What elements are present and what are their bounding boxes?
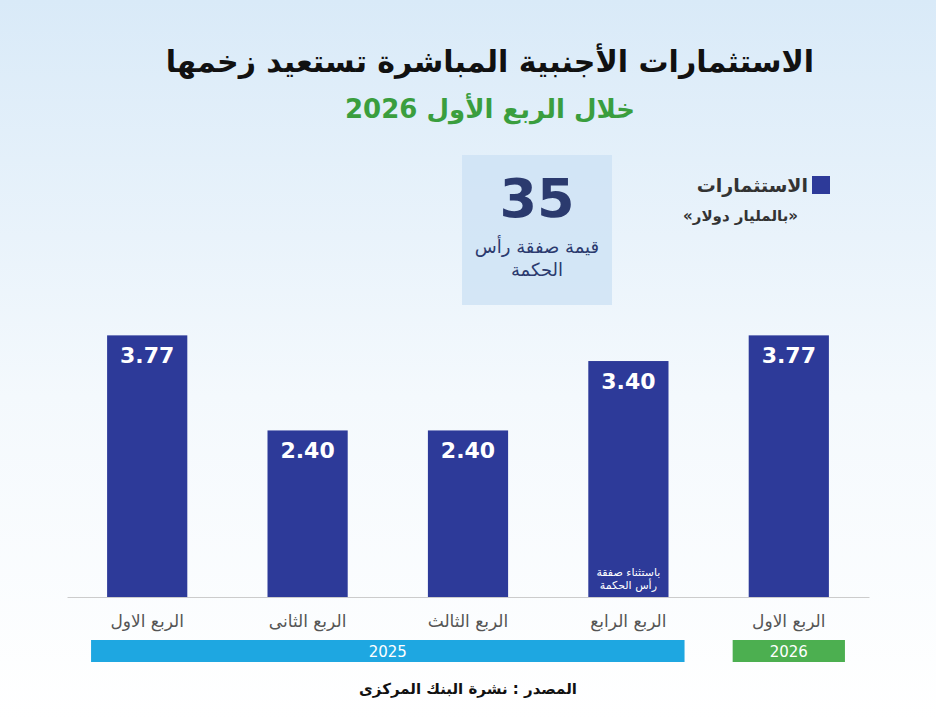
year-label: 2025 xyxy=(369,643,407,661)
title: الاستثمارات الأجنبية المباشرة تستعيد زخم… xyxy=(166,43,814,79)
x-tick: الربع الرابع xyxy=(590,597,666,632)
legend: الاستثمارات «بالمليار دولار» xyxy=(683,174,830,225)
x-tick-label: الربع الثالث xyxy=(428,611,509,632)
bar-note: باستثناء صفقةرأس الحكمة xyxy=(596,566,660,592)
data-labels: 3.77 2.40 2.40 3.40 3.77 باستثناء صفقةرأس الح… xyxy=(120,343,816,592)
x-tick: الربع الاول xyxy=(752,597,825,632)
x-tick: الربع الاول xyxy=(110,597,183,632)
bar xyxy=(107,335,187,597)
legend-swatch xyxy=(812,176,830,194)
bar xyxy=(428,430,508,597)
annotation-text: قيمة صفقة رأسالحكمة xyxy=(475,235,599,280)
annotation-value: 35 xyxy=(499,167,574,230)
x-tick-label: الربع الرابع xyxy=(590,611,666,632)
legend-unit: «بالمليار دولار» xyxy=(683,207,798,225)
bars xyxy=(107,335,829,597)
background xyxy=(0,0,936,720)
x-tick: الربع الثانى xyxy=(269,597,347,632)
source: المصدر : نشرة البنك المركزى xyxy=(359,680,577,698)
year-label: 2026 xyxy=(770,643,808,661)
data-label: 2.40 xyxy=(280,438,334,463)
year-band xyxy=(733,640,845,662)
year-band xyxy=(91,640,684,662)
data-label: 2.40 xyxy=(441,438,495,463)
legend-label: الاستثمارات xyxy=(697,174,808,197)
x-tick-label: الربع الاول xyxy=(752,611,825,632)
annotation-box xyxy=(462,155,612,305)
data-label: 3.77 xyxy=(120,343,174,368)
subtitle: خلال الربع الأول 2026 xyxy=(345,93,635,125)
chart-svg: الاستثمارات الأجنبية المباشرة تستعيد زخم… xyxy=(0,0,936,720)
x-axis: الربع الاول الربع الثانى الربع الثالث الربع… xyxy=(68,597,870,632)
data-label: 3.40 xyxy=(601,369,655,394)
x-axis-line xyxy=(68,597,870,598)
bar xyxy=(588,361,668,597)
bar xyxy=(268,430,348,597)
data-label: 3.77 xyxy=(762,343,816,368)
x-tick-label: الربع الاول xyxy=(110,611,183,632)
x-tick: الربع الثالث xyxy=(428,597,509,632)
bar xyxy=(749,335,829,597)
x-tick-label: الربع الثانى xyxy=(269,611,347,632)
